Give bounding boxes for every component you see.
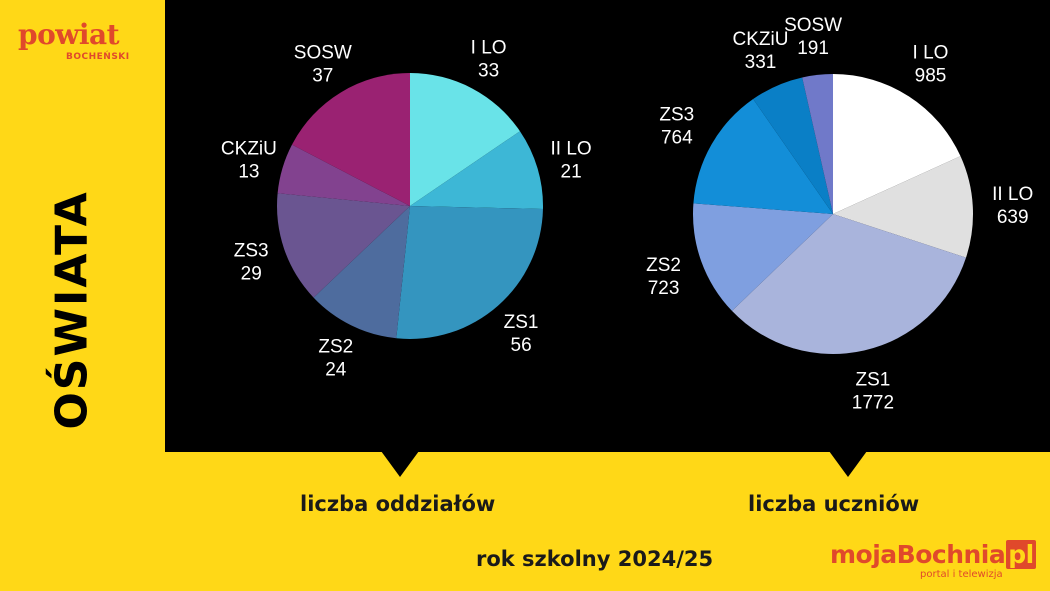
pie1-value-i-lo: 985 <box>915 66 947 87</box>
pie0-category-ckziu: CKZiU <box>221 138 277 159</box>
pie1-category-ii-lo: II LO <box>992 184 1033 205</box>
right-pointer <box>829 451 867 477</box>
pie0-slice-ii-lo <box>410 131 544 209</box>
pie1-label-ii-lo: II LO 639 <box>992 184 1033 228</box>
pie1-slice-zs2 <box>692 203 833 311</box>
pie1-slice-zs1 <box>731 214 967 355</box>
pie1-label-sosw: SOSW 191 <box>784 15 842 59</box>
pie1-slice-ckziu <box>753 77 833 214</box>
brand-pl-badge: pl <box>1006 540 1036 569</box>
pie0-value-zs3: 29 <box>241 264 262 285</box>
pie1-value-ckziu: 331 <box>745 52 777 73</box>
pie0-category-sosw: SOSW <box>294 42 352 63</box>
logo-sub-text: BOCHEŃSKI <box>66 52 130 62</box>
pie0-slice-i-lo <box>410 73 520 206</box>
pie1-slice-sosw <box>802 74 833 214</box>
pie-chart-students: I LO 985 II LO 639 ZS1 1772 ZS2 723 ZS3 764 CKZiU 3… <box>646 15 1033 413</box>
pie0-value-sosw: 37 <box>312 65 333 86</box>
pie1-label-ckziu: CKZiU 331 <box>733 29 789 73</box>
pie1-category-zs3: ZS3 <box>659 105 694 126</box>
pie0-value-zs2: 24 <box>325 360 347 381</box>
caption-school-year: rok szkolny 2024/25 <box>476 547 714 571</box>
pie1-category-i-lo: I LO <box>913 43 949 64</box>
pie1-category-zs1: ZS1 <box>855 370 890 391</box>
brand-sub-text: portal i telewizja <box>920 569 1003 580</box>
pie0-category-ii-lo: II LO <box>551 138 592 159</box>
caption-classes: liczba oddziałów <box>300 492 496 516</box>
pie1-category-zs2: ZS2 <box>646 255 681 276</box>
pie0-slice-zs3 <box>276 193 410 298</box>
mojabochnia-logo: mojaBochnia pl portal i telewizja <box>830 540 1036 580</box>
pie1-value-sosw: 191 <box>797 38 829 59</box>
pie0-category-zs1: ZS1 <box>504 312 539 333</box>
pie0-label-zs3: ZS3 29 <box>234 241 269 285</box>
pie1-value-zs2: 723 <box>648 278 680 299</box>
pie0-value-ckziu: 13 <box>238 161 259 182</box>
pie1-value-ii-lo: 639 <box>997 207 1029 228</box>
logo-main-text: powiat <box>18 18 120 51</box>
pie1-category-ckziu: CKZiU <box>733 29 789 50</box>
pie0-slice-ckziu <box>277 144 410 206</box>
pie1-value-zs3: 764 <box>661 128 693 149</box>
pie0-value-ii-lo: 21 <box>561 161 582 182</box>
pie0-label-ckziu: CKZiU 13 <box>221 138 277 182</box>
pie0-category-i-lo: I LO <box>471 38 507 59</box>
powiat-logo: powiat BOCHEŃSKI <box>18 18 138 63</box>
pie1-category-sosw: SOSW <box>784 15 842 36</box>
pie1-label-zs3: ZS3 764 <box>659 105 694 149</box>
pie0-category-zs3: ZS3 <box>234 241 269 262</box>
pie0-slice-sosw <box>291 73 410 206</box>
pie0-label-zs1: ZS1 56 <box>504 312 539 356</box>
pie1-slice-i-lo <box>833 74 961 214</box>
pie1-label-zs1: ZS1 1772 <box>852 370 894 414</box>
pie1-label-zs2: ZS2 723 <box>646 255 681 299</box>
pie1-slice-zs3 <box>693 98 833 214</box>
pie0-label-sosw: SOSW 37 <box>294 42 352 86</box>
caption-students: liczba uczniów <box>748 492 920 516</box>
pie1-value-zs1: 1772 <box>852 393 894 414</box>
pie0-value-zs1: 56 <box>511 335 532 356</box>
pie0-label-i-lo: I LO 33 <box>471 38 507 82</box>
left-pointer <box>381 451 419 477</box>
pie0-value-i-lo: 33 <box>478 61 499 82</box>
pie0-slice-zs2 <box>313 206 410 339</box>
pie0-category-zs2: ZS2 <box>318 337 353 358</box>
pie0-label-zs2: ZS2 24 <box>318 337 353 381</box>
pie1-slice-ii-lo <box>833 156 973 258</box>
pie0-slice-zs1 <box>396 206 543 339</box>
pie0-label-ii-lo: II LO 21 <box>551 138 592 182</box>
pie1-label-i-lo: I LO 985 <box>913 43 949 87</box>
brand-main-text: mojaBochnia <box>830 540 1006 569</box>
